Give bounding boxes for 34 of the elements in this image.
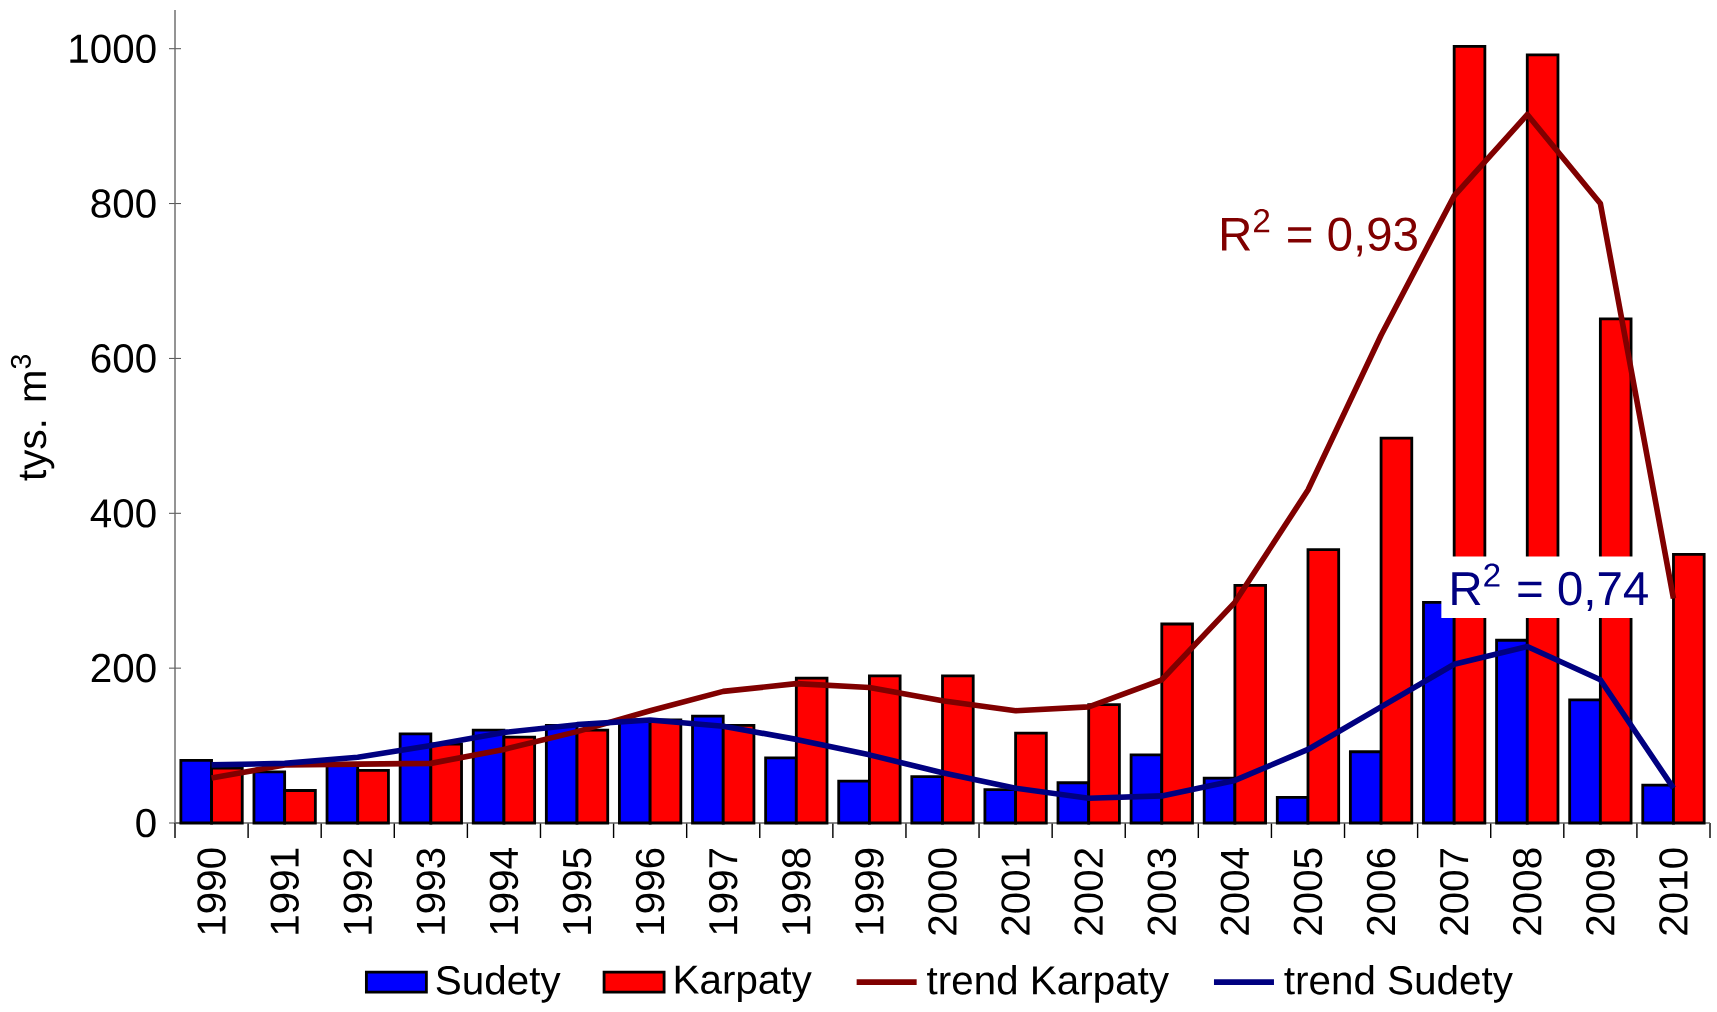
x-tick-label: 2001 [1001,848,1030,935]
x-tick-label: 2009 [1586,848,1615,935]
x-tick-label: 2003 [1147,848,1177,935]
y-tick-label: 200 [91,653,156,683]
y-tick-label: 800 [91,189,156,218]
x-tick-label: 2002 [1074,848,1103,935]
legend-label: Sudety [436,965,561,1003]
x-tick-label: 2004 [1220,848,1250,935]
legend-label: trend Karpaty [927,965,1169,1003]
x-tick-label: 1993 [416,848,446,934]
x-tick-label: 1995 [562,848,592,934]
y-tick-label: 600 [91,344,156,373]
x-tick-label: 2010 [1659,848,1688,935]
y-axis-title: tys. m$^{3}$ [10,354,55,481]
x-tick-label: 2006 [1366,848,1396,935]
x-tick-label: 2005 [1293,848,1323,935]
legend-label: trend Sudety [1284,965,1513,1003]
y-tick-label: 0 [136,808,156,838]
annotation: R$^{2}$ = 0,93 [1222,208,1417,257]
x-tick-label: 1991 [270,848,299,934]
y-tick-label: 1000 [70,34,156,64]
x-tick-label: 1999 [855,848,884,934]
x-tick-label: 1990 [197,848,226,934]
y-tick-label: 400 [90,498,156,528]
x-tick-label: 1996 [635,848,665,934]
x-tick-label: 1998 [782,848,811,934]
x-tick-label: 1992 [343,848,373,934]
x-tick-label: 1997 [708,848,738,934]
legend-label: Karpaty [675,965,812,1002]
x-tick-label: 2007 [1439,848,1469,935]
x-tick-label: 2000 [928,848,957,935]
x-tick-label: 2008 [1512,848,1542,935]
annotation: R$^{2}$ = 0,74 [1452,563,1648,612]
x-tick-label: 1994 [489,848,519,934]
